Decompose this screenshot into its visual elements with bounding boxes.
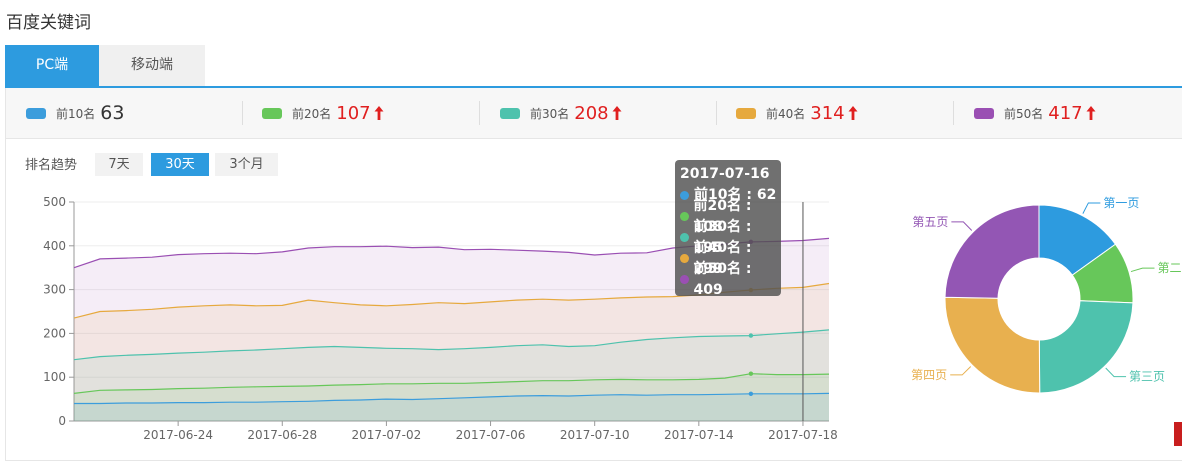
stat-top20: 前20名 107: [262, 88, 384, 138]
tooltip-row: 前30名 : 195: [680, 219, 781, 256]
series-area: [74, 238, 829, 421]
stat-divider: [242, 101, 243, 125]
stat-label-top40: 前40名: [766, 106, 806, 121]
stat-swatch-top10: [26, 107, 46, 119]
tooltip-dot: [680, 191, 689, 200]
stat-swatch-top50: [974, 107, 994, 119]
tooltip-row-text: 前30名 : 195: [693, 218, 752, 256]
stat-value-top10: 63: [100, 102, 125, 124]
tooltip-dot: [680, 212, 689, 221]
page-distribution-donut-chart[interactable]: 第一页第二页第三页 第四页 第五页: [880, 180, 1182, 410]
range-30d-button[interactable]: 30天: [151, 153, 209, 176]
content-panel: [5, 88, 1182, 461]
stat-label-top10: 前10名: [56, 106, 96, 121]
highlight-point[interactable]: [748, 391, 754, 397]
x-tick-label: 2017-06-24: [143, 428, 213, 442]
donut-slice[interactable]: [944, 204, 1040, 299]
tooltip-dot: [680, 254, 689, 263]
x-tick-label: 2017-07-18: [768, 428, 838, 442]
stat-top50: 前50名 417: [974, 88, 1096, 138]
up-arrow-icon: [612, 106, 622, 120]
donut-label: 第五页: [912, 215, 948, 229]
donut-label: 第三页: [1129, 370, 1165, 384]
stat-label-top30: 前30名: [530, 106, 570, 121]
tooltip-dot: [680, 233, 689, 242]
stat-divider: [953, 101, 954, 125]
donut-slice[interactable]: [1038, 300, 1134, 394]
chart-tooltip: 2017-07-16 前10名 : 62 前20名 : 108 前30名 : 1…: [675, 160, 781, 298]
y-tick-label: 300: [43, 283, 66, 297]
tab-pc[interactable]: PC端: [5, 45, 99, 86]
y-tick-label: 200: [43, 326, 66, 340]
tab-underline: [5, 86, 1182, 88]
donut-label: 第二页: [1157, 261, 1182, 275]
stats-bar: 前10名 63 前20名 107 前30名 208 前40名 314 前50名 …: [6, 88, 1182, 139]
tooltip-row: 前50名 : 409: [680, 261, 781, 298]
tooltip-row-text: 前10名 : 62: [694, 187, 777, 203]
tooltip-row-text: 前20名 : 108: [693, 197, 752, 235]
y-tick-label: 0: [58, 414, 66, 428]
stat-label-top20: 前20名: [292, 106, 332, 121]
series-line[interactable]: [73, 329, 830, 361]
y-tick-label: 500: [43, 195, 66, 209]
tooltip-date: 2017-07-16: [680, 166, 770, 182]
tooltip-row-text: 前40名 : 299: [693, 239, 752, 277]
side-badge[interactable]: [1174, 422, 1182, 446]
donut-label: 第四页: [911, 368, 947, 382]
stat-swatch-top30: [500, 107, 520, 119]
stat-top40: 前40名 314: [736, 88, 858, 138]
series-area: [74, 329, 829, 421]
stat-value-top30: 208: [574, 102, 609, 124]
series-line[interactable]: [74, 392, 830, 405]
tooltip-row: 前40名 : 299: [680, 240, 781, 277]
stat-value-top50: 417: [1048, 102, 1083, 124]
donut-label-line: [1082, 202, 1101, 214]
x-tick-label: 2017-06-28: [247, 428, 317, 442]
tooltip-row: 前10名 : 62: [680, 185, 781, 206]
y-tick-label: 400: [43, 239, 66, 253]
donut-label-line: [951, 221, 973, 231]
tooltip-dot: [680, 275, 689, 284]
donut-label-line: [950, 366, 972, 376]
highlight-point[interactable]: [748, 371, 754, 376]
tooltip-row: 前20名 : 108: [680, 198, 781, 235]
range-7d-button[interactable]: 7天: [95, 153, 143, 176]
page-title: 百度关键词: [6, 13, 91, 33]
tooltip-row-text: 前50名 : 409: [693, 260, 752, 298]
x-tick-label: 2017-07-06: [456, 428, 526, 442]
series-area: [74, 393, 829, 421]
range-3m-button[interactable]: 3个月: [215, 153, 278, 176]
stat-swatch-top20: [262, 107, 282, 119]
stat-label-top50: 前50名: [1004, 106, 1044, 121]
highlight-point[interactable]: [748, 333, 754, 338]
y-tick-label: 100: [43, 370, 66, 384]
x-tick-label: 2017-07-10: [560, 428, 630, 442]
stat-divider: [716, 101, 717, 125]
donut-label-line: [1130, 267, 1155, 273]
donut-slice[interactable]: [944, 296, 1041, 394]
x-tick-label: 2017-07-02: [352, 428, 422, 442]
trend-label: 排名趋势: [25, 158, 78, 173]
series-area: [74, 373, 829, 421]
donut-label: 第一页: [1103, 196, 1139, 210]
x-tick-label: 2017-07-14: [664, 428, 734, 442]
stat-value-top40: 314: [810, 102, 845, 124]
tab-mobile[interactable]: 移动端: [99, 45, 205, 86]
platform-tabs: PC端 移动端: [5, 45, 205, 86]
stat-value-top20: 107: [336, 102, 371, 124]
stat-top30: 前30名 208: [500, 88, 622, 138]
up-arrow-icon: [848, 106, 858, 120]
trend-area-chart[interactable]: 0 100 200 300 400 500 2017-06-24 2017-06-28 2017…: [0, 190, 850, 445]
stat-swatch-top40: [736, 107, 756, 119]
series-line[interactable]: [73, 373, 830, 394]
up-arrow-icon: [1086, 106, 1096, 120]
donut-label-line: [1105, 367, 1127, 378]
stat-divider: [479, 101, 480, 125]
stat-top10: 前10名 63: [26, 88, 124, 138]
up-arrow-icon: [374, 106, 384, 120]
